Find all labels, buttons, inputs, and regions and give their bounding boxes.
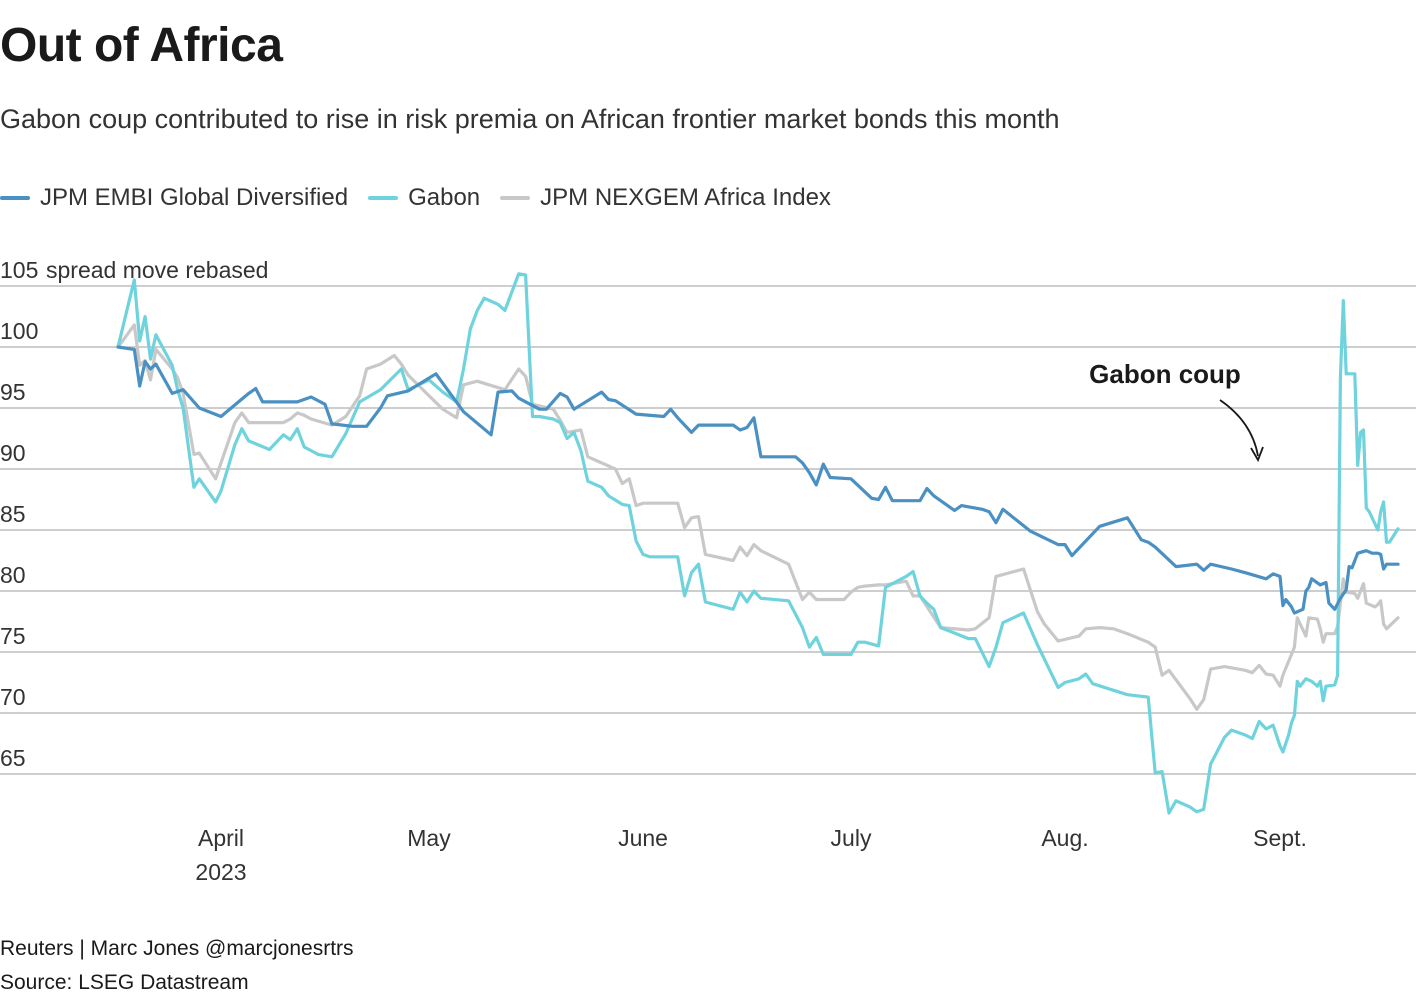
chart-title: Out of Africa <box>0 19 283 72</box>
source-line: Source: LSEG Datastream <box>0 971 249 994</box>
chart-subtitle: Gabon coup contributed to rise in risk p… <box>0 104 1060 134</box>
annotation-label: Gabon coup <box>1089 359 1241 389</box>
legend-item-gabon: Gabon <box>368 184 480 212</box>
legend-label: JPM EMBI Global Diversified <box>40 184 349 211</box>
series-line-jpm-embi-global-diversified <box>116 345 1400 615</box>
x-tick-sublabel: 2023 <box>195 859 246 885</box>
x-tick-label: July <box>831 825 872 851</box>
x-tick-label: June <box>618 825 668 851</box>
y-tick-label: 85 <box>0 501 26 527</box>
credit-line: Reuters | Marc Jones @marcjonesrtrs <box>0 937 354 960</box>
footer: Reuters | Marc Jones @marcjonesrtrs Sour… <box>0 932 354 1000</box>
y-tick-label: 90 <box>0 440 26 466</box>
legend-item-jpm-nexgem-africa-index: JPM NEXGEM Africa Index <box>500 184 831 212</box>
legend-label: JPM NEXGEM Africa Index <box>540 184 831 211</box>
y-tick-label: 75 <box>0 623 26 649</box>
y-axis-label: spread move rebased <box>46 257 268 283</box>
y-tick-label: 105 <box>0 257 38 283</box>
legend-item-jpm-embi-global-diversified: JPM EMBI Global Diversified <box>0 184 348 212</box>
x-tick-label: May <box>407 825 451 851</box>
annotation-arrowhead <box>1250 446 1264 463</box>
y-tick-label: 65 <box>0 745 26 771</box>
legend-label: Gabon <box>408 184 481 211</box>
x-tick-label: Aug. <box>1041 825 1088 851</box>
legend-swatch <box>500 196 531 200</box>
x-tick-label: Sept. <box>1253 825 1307 851</box>
y-tick-label: 95 <box>0 379 26 405</box>
annotation-arrow <box>1219 399 1259 457</box>
legend-swatch <box>368 196 399 200</box>
legend-swatch <box>0 196 30 200</box>
series-line-gabon <box>116 272 1400 815</box>
series-group <box>116 272 1400 815</box>
gridlines: 105 100 95 90 85 80 75 70 65 spread move rebased <box>0 257 1416 775</box>
y-tick-label: 80 <box>0 562 26 588</box>
y-tick-label: 100 <box>0 318 38 344</box>
line-chart: 105 100 95 90 85 80 75 70 65 spread move rebased A… <box>0 257 1416 885</box>
x-tick-label: April <box>198 825 244 851</box>
x-axis: April 2023 May June July Aug. Sept. <box>195 825 1306 885</box>
y-tick-label: 70 <box>0 684 26 710</box>
annotation: Gabon coup <box>1089 359 1264 463</box>
legend: JPM EMBI Global Diversified Gabon JPM NEXG… <box>0 184 851 212</box>
